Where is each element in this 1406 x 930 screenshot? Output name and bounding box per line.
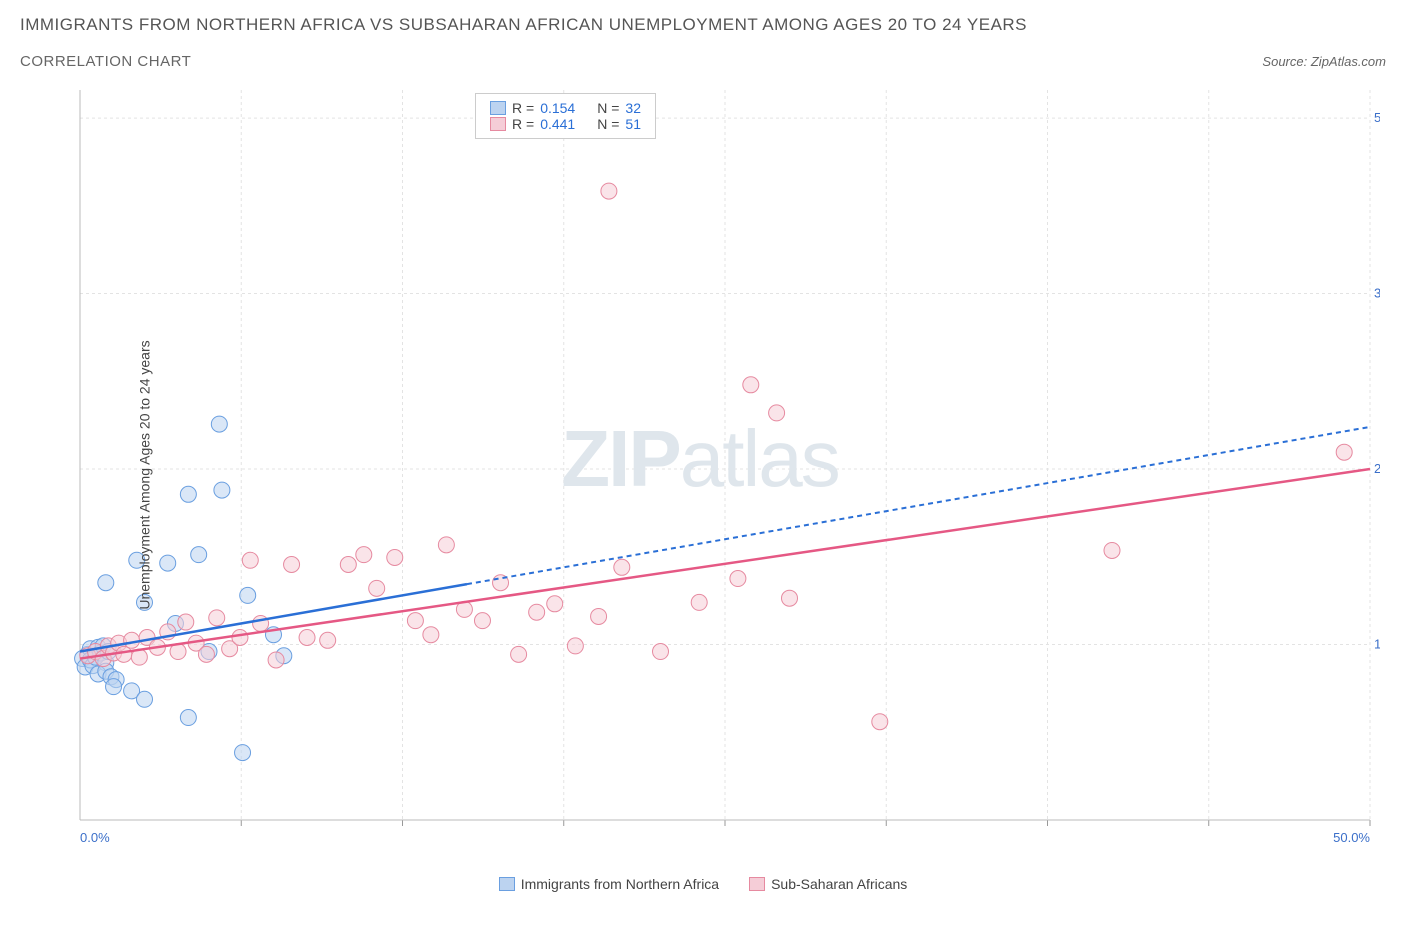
legend-item: Immigrants from Northern Africa	[499, 876, 719, 892]
scatter-point	[691, 594, 707, 610]
legend-label: Immigrants from Northern Africa	[521, 876, 719, 892]
scatter-point	[1104, 542, 1120, 558]
r-value: 0.441	[540, 116, 575, 132]
scatter-point	[423, 627, 439, 643]
scatter-point	[191, 547, 207, 563]
subtitle-row: CORRELATION CHART Source: ZipAtlas.com	[20, 53, 1386, 70]
scatter-point	[209, 610, 225, 626]
scatter-point	[242, 552, 258, 568]
correlation-row: R = 0.154 N = 32	[490, 100, 641, 116]
scatter-point	[180, 710, 196, 726]
legend-swatch	[490, 101, 506, 115]
scatter-point	[769, 405, 785, 421]
chart-container: ZIPatlas Unemployment Among Ages 20 to 2…	[20, 80, 1380, 870]
y-tick-label: 25.0%	[1374, 461, 1380, 476]
x-tick-label: 0.0%	[80, 830, 110, 845]
page-title: IMMIGRANTS FROM NORTHERN AFRICA VS SUBSA…	[20, 15, 1386, 35]
scatter-point	[387, 549, 403, 565]
scatter-point	[178, 614, 194, 630]
r-label: R =	[512, 100, 534, 116]
correlation-row: R = 0.441 N = 51	[490, 116, 641, 132]
scatter-point	[340, 557, 356, 573]
correlation-legend: R = 0.154 N = 32 R = 0.441 N = 51	[475, 93, 656, 139]
bottom-legend: Immigrants from Northern Africa Sub-Sahar…	[20, 876, 1386, 892]
r-label: R =	[512, 116, 534, 132]
n-label: N =	[597, 100, 619, 116]
scatter-point	[214, 482, 230, 498]
scatter-point	[743, 377, 759, 393]
scatter-point	[614, 559, 630, 575]
n-label: N =	[597, 116, 619, 132]
n-value: 51	[625, 116, 641, 132]
scatter-point	[653, 644, 669, 660]
page-subtitle: CORRELATION CHART	[20, 53, 191, 70]
legend-swatch	[499, 877, 515, 891]
scatter-point	[474, 613, 490, 629]
source-value: ZipAtlas.com	[1311, 54, 1386, 69]
source-label: Source:	[1262, 54, 1307, 69]
scatter-point	[211, 416, 227, 432]
scatter-point	[137, 691, 153, 707]
scatter-point	[438, 537, 454, 553]
scatter-point	[407, 613, 423, 629]
y-axis-title: Unemployment Among Ages 20 to 24 years	[137, 340, 153, 609]
y-tick-label: 12.5%	[1374, 637, 1380, 652]
scatter-point	[284, 557, 300, 573]
trend-line-dash	[467, 427, 1370, 584]
scatter-point	[782, 590, 798, 606]
scatter-point	[98, 575, 114, 591]
scatter-point	[730, 571, 746, 587]
source: Source: ZipAtlas.com	[1262, 54, 1386, 69]
scatter-point	[591, 608, 607, 624]
scatter-point	[547, 596, 563, 612]
scatter-point	[198, 646, 214, 662]
scatter-point	[356, 547, 372, 563]
scatter-point	[180, 486, 196, 502]
scatter-point	[106, 679, 122, 695]
scatter-point	[124, 632, 140, 648]
scatter-point	[601, 183, 617, 199]
scatter-point	[299, 630, 315, 646]
scatter-point	[529, 604, 545, 620]
x-tick-label: 50.0%	[1333, 830, 1370, 845]
scatter-point	[116, 646, 132, 662]
scatter-chart: 12.5% 25.0% 37.5% 50.0% 0.0% 50.0%	[20, 80, 1380, 870]
scatter-point	[320, 632, 336, 648]
legend-label: Sub-Saharan Africans	[771, 876, 907, 892]
scatter-point	[268, 652, 284, 668]
n-value: 32	[625, 100, 641, 116]
scatter-point	[369, 580, 385, 596]
scatter-point	[511, 646, 527, 662]
legend-item: Sub-Saharan Africans	[749, 876, 907, 892]
legend-swatch	[749, 877, 765, 891]
legend-swatch	[490, 117, 506, 131]
y-tick-label: 37.5%	[1374, 286, 1380, 301]
scatter-point	[240, 587, 256, 603]
scatter-point	[872, 714, 888, 730]
r-value: 0.154	[540, 100, 575, 116]
scatter-point	[235, 745, 251, 761]
scatter-point	[232, 630, 248, 646]
y-tick-label: 50.0%	[1374, 110, 1380, 125]
scatter-point	[567, 638, 583, 654]
scatter-point	[160, 555, 176, 571]
scatter-point	[1336, 444, 1352, 460]
